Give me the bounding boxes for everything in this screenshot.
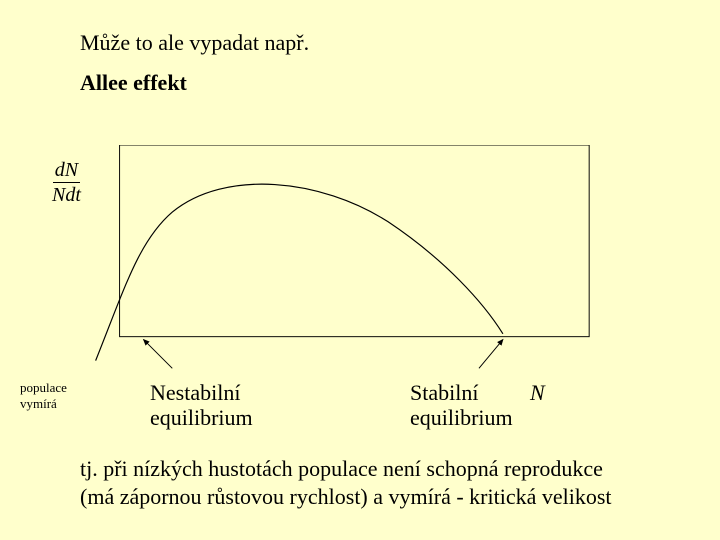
- stab-line2: equilibrium: [410, 405, 513, 430]
- footer-line2: (má zápornou růstovou rychlost) a vymírá…: [80, 484, 612, 509]
- slide-page: Může to ale vypadat např. Allee effekt d…: [0, 0, 720, 540]
- stable-equilibrium-label: Stabilní equilibrium: [410, 380, 513, 431]
- nestab-line1: Nestabilní: [150, 380, 240, 405]
- pop-label-line1: populace: [20, 380, 67, 395]
- stab-line1: Stabilní: [410, 380, 478, 405]
- allee-curve: [96, 184, 503, 360]
- arrow-stab: [479, 340, 503, 369]
- heading-allee: Allee effekt: [80, 70, 187, 96]
- population-dies-label: populace vymírá: [20, 380, 67, 411]
- pop-label-line2: vymírá: [20, 396, 57, 411]
- heading-intro: Může to ale vypadat např.: [80, 30, 309, 56]
- footer-text: tj. při nízkých hustotách populace není …: [80, 455, 680, 510]
- nestab-line2: equilibrium: [150, 405, 253, 430]
- arrow-nestab: [144, 340, 173, 369]
- unstable-equilibrium-label: Nestabilní equilibrium: [150, 380, 253, 431]
- allee-chart: [60, 145, 620, 375]
- n-axis-label: N: [530, 380, 545, 406]
- footer-line1: tj. při nízkých hustotách populace není …: [80, 456, 603, 481]
- chart-box: [120, 145, 590, 337]
